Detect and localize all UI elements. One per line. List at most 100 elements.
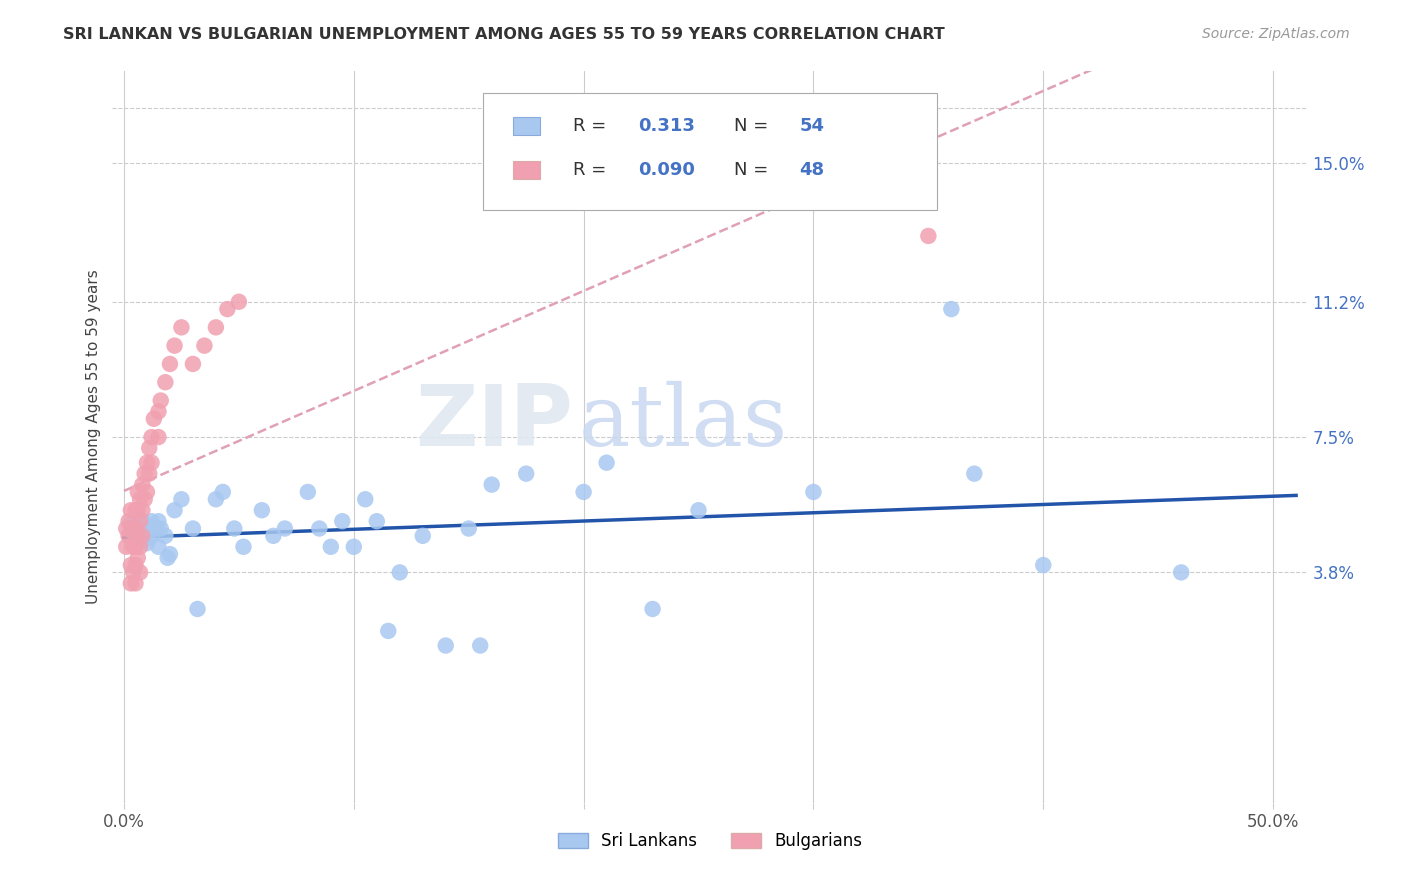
Point — [136, 521, 159, 535]
Point — [377, 624, 399, 638]
Point — [412, 529, 434, 543]
Point — [122, 525, 145, 540]
Point — [354, 492, 377, 507]
Point — [122, 566, 145, 580]
Text: R =: R = — [572, 117, 612, 136]
Point — [515, 467, 537, 481]
Point — [129, 566, 152, 580]
Point — [131, 529, 153, 543]
Point — [127, 529, 149, 543]
Point — [131, 514, 153, 528]
Point — [170, 492, 193, 507]
FancyBboxPatch shape — [484, 94, 938, 211]
Point — [115, 521, 138, 535]
Point — [262, 529, 284, 543]
Point — [138, 525, 160, 540]
Point — [148, 430, 170, 444]
FancyBboxPatch shape — [513, 117, 540, 136]
Point — [138, 467, 160, 481]
Point — [434, 639, 457, 653]
Point — [232, 540, 254, 554]
Point — [470, 639, 492, 653]
Point — [163, 503, 186, 517]
Point — [120, 576, 142, 591]
FancyBboxPatch shape — [513, 161, 540, 179]
Point — [127, 485, 149, 500]
Y-axis label: Unemployment Among Ages 55 to 59 years: Unemployment Among Ages 55 to 59 years — [86, 269, 101, 605]
Point — [211, 485, 233, 500]
Point — [141, 456, 163, 470]
Text: 54: 54 — [800, 117, 825, 136]
Point — [170, 320, 193, 334]
Point — [136, 536, 159, 550]
Point — [141, 514, 163, 528]
Point — [124, 521, 146, 535]
Point — [224, 521, 246, 535]
Point — [308, 521, 330, 535]
Text: N =: N = — [734, 117, 773, 136]
Point — [228, 294, 250, 309]
Point — [366, 514, 388, 528]
Point — [117, 514, 139, 528]
Text: SRI LANKAN VS BULGARIAN UNEMPLOYMENT AMONG AGES 55 TO 59 YEARS CORRELATION CHART: SRI LANKAN VS BULGARIAN UNEMPLOYMENT AMO… — [63, 27, 945, 42]
Point — [250, 503, 273, 517]
Point — [148, 404, 170, 418]
Point — [142, 412, 165, 426]
Text: atlas: atlas — [579, 381, 787, 464]
Point — [917, 228, 939, 243]
Point — [124, 540, 146, 554]
Text: 0.313: 0.313 — [638, 117, 695, 136]
Point — [129, 540, 152, 554]
Point — [136, 485, 159, 500]
Point — [388, 566, 411, 580]
Point — [181, 521, 204, 535]
Point — [138, 441, 160, 455]
Text: N =: N = — [734, 161, 773, 179]
Point — [117, 529, 139, 543]
Point — [120, 503, 142, 517]
Point — [1032, 558, 1054, 573]
Point — [481, 477, 503, 491]
Point — [941, 301, 963, 317]
Point — [217, 301, 239, 317]
Point — [115, 540, 138, 554]
Point — [148, 514, 170, 528]
Text: Source: ZipAtlas.com: Source: ZipAtlas.com — [1202, 27, 1350, 41]
Point — [572, 485, 595, 500]
Point — [127, 521, 149, 535]
Point — [129, 492, 152, 507]
Point — [122, 521, 145, 535]
Point — [149, 521, 172, 535]
Point — [205, 492, 228, 507]
Point — [124, 576, 146, 591]
Point — [124, 503, 146, 517]
Point — [136, 456, 159, 470]
Point — [274, 521, 297, 535]
Point — [1170, 566, 1192, 580]
Point — [343, 540, 366, 554]
Point — [156, 550, 179, 565]
Point — [127, 550, 149, 565]
Point — [159, 547, 181, 561]
Point — [181, 357, 204, 371]
Point — [127, 503, 149, 517]
Point — [330, 514, 353, 528]
Point — [122, 540, 145, 554]
Point — [297, 485, 319, 500]
Point — [186, 602, 208, 616]
Point — [193, 338, 215, 352]
Point — [131, 529, 153, 543]
Point — [205, 320, 228, 334]
Point — [120, 558, 142, 573]
Point — [120, 517, 142, 532]
Point — [131, 477, 153, 491]
Point — [963, 467, 986, 481]
Point — [319, 540, 342, 554]
Point — [155, 375, 177, 389]
Text: 0.090: 0.090 — [638, 161, 695, 179]
Point — [141, 529, 163, 543]
Point — [141, 430, 163, 444]
Text: R =: R = — [572, 161, 612, 179]
Point — [145, 521, 167, 535]
Point — [457, 521, 479, 535]
